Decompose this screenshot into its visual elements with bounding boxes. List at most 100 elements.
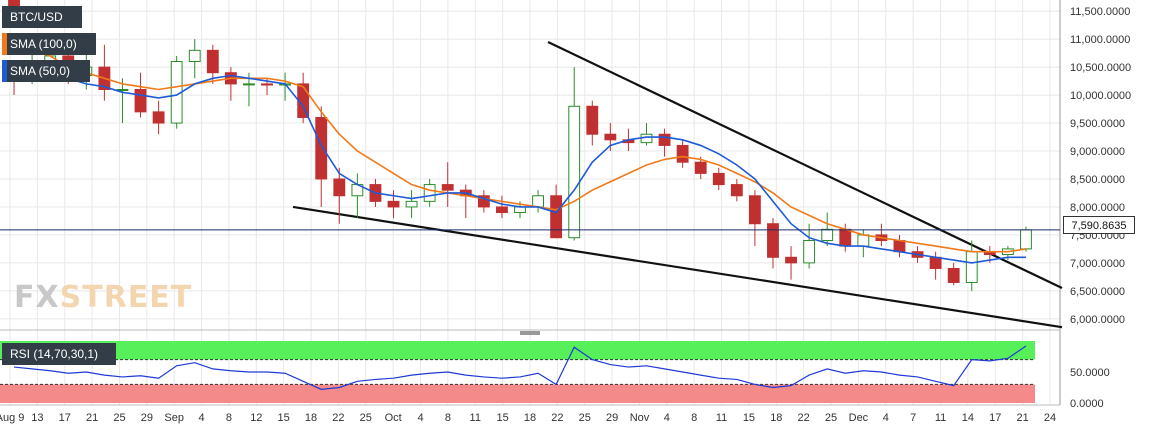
legend-sma50-label: SMA (50,0) bbox=[10, 64, 71, 78]
fxstreet-logo: FXSTREET bbox=[14, 280, 192, 315]
rsi-legend-label: RSI (14,70,30,1) bbox=[10, 347, 99, 361]
x-tick-label: 4 bbox=[199, 412, 205, 424]
candle-body bbox=[893, 240, 906, 253]
candle-body bbox=[839, 228, 852, 247]
price-tick-label: 9,000.0000 bbox=[1070, 146, 1125, 158]
x-tick-label: 11 bbox=[716, 412, 727, 424]
x-tick-label: 18 bbox=[524, 412, 536, 424]
sma50-line bbox=[13, 60, 1026, 264]
x-tick-label: 15 bbox=[743, 412, 755, 424]
last-price-label: 7,590.8635 bbox=[1063, 216, 1135, 234]
x-tick-label: 18 bbox=[770, 412, 782, 424]
x-tick-label: 21 bbox=[86, 412, 98, 424]
rsi-tick-label: 0.0000 bbox=[1070, 398, 1104, 410]
x-tick-label: 22 bbox=[332, 412, 344, 424]
candle-body bbox=[821, 228, 834, 242]
price-tick-label: 6,000.0000 bbox=[1070, 314, 1125, 326]
rsi-tick-label: 50.0000 bbox=[1070, 367, 1110, 379]
candle-body bbox=[152, 111, 165, 124]
x-tick-label: 17 bbox=[989, 412, 1001, 424]
candle-body bbox=[694, 161, 707, 174]
x-tick-label: Nov bbox=[630, 412, 650, 424]
x-tick-label: 8 bbox=[445, 412, 451, 424]
price-tick-label: 7,000.0000 bbox=[1070, 258, 1125, 270]
price-tick-label: 11,000.0000 bbox=[1070, 34, 1130, 46]
logo-fx: FX bbox=[14, 280, 60, 315]
x-tick-label: 29 bbox=[606, 412, 618, 424]
candle-body bbox=[423, 184, 436, 202]
candle-body bbox=[947, 267, 960, 283]
candle-body bbox=[532, 195, 544, 208]
candle-body bbox=[243, 83, 255, 86]
candle-body bbox=[712, 172, 725, 186]
x-tick-label: 22 bbox=[798, 412, 810, 424]
candle-body bbox=[640, 133, 653, 144]
rsi-oversold-band bbox=[0, 384, 1035, 403]
rsi-overbought-band bbox=[0, 341, 1035, 360]
logo-street: STREET bbox=[59, 280, 193, 315]
price-tick-label: 8,500.0000 bbox=[1070, 174, 1125, 186]
price-tick-label: 11,500.0000 bbox=[1070, 6, 1130, 18]
candle-body bbox=[134, 88, 147, 113]
candle-body bbox=[730, 184, 743, 197]
x-tick-label: Oct bbox=[385, 412, 402, 424]
trendline-upper bbox=[547, 40, 1063, 290]
candle-body bbox=[188, 49, 201, 63]
x-tick-label: 25 bbox=[579, 412, 591, 424]
candle-body bbox=[261, 83, 273, 86]
x-tick-label: 22 bbox=[551, 412, 563, 424]
rsi-panel: 50.0000 0.0000 bbox=[0, 341, 1110, 410]
rsi-legend[interactable]: RSI (14,70,30,1) bbox=[2, 343, 116, 365]
candle-body bbox=[477, 195, 490, 208]
x-tick-label: 7 bbox=[910, 412, 916, 424]
x-tick-label: 4 bbox=[883, 412, 889, 424]
candle-body bbox=[514, 206, 526, 214]
x-tick-label: Sep bbox=[164, 412, 184, 424]
x-tick-label: 25 bbox=[825, 412, 837, 424]
x-tick-label: 4 bbox=[664, 412, 670, 424]
candle-body bbox=[496, 206, 508, 214]
legend-sma100[interactable]: SMA (100,0) bbox=[2, 33, 96, 55]
candle-body bbox=[676, 144, 689, 163]
time-axis: Aug 9 13 17 21 25 29 Sep 4 8 12 15 18 22 25 Oct 4 8 11 15 1… bbox=[0, 404, 1060, 424]
x-tick-label: 21 bbox=[1017, 412, 1029, 424]
x-tick-label: 29 bbox=[141, 412, 153, 424]
price-tick-label: 10,500.0000 bbox=[1070, 62, 1131, 74]
candle-body bbox=[586, 105, 599, 135]
x-tick-label: 12 bbox=[250, 412, 262, 424]
candle-body bbox=[785, 256, 797, 264]
x-tick-label: Aug 9 bbox=[0, 412, 24, 424]
trendlines bbox=[292, 40, 1063, 329]
price-tick-label: 10,000.0000 bbox=[1070, 90, 1131, 102]
sma-lines bbox=[0, 43, 1060, 264]
candle-body bbox=[965, 251, 978, 283]
x-tick-label: 25 bbox=[113, 412, 125, 424]
candle-body bbox=[333, 178, 346, 197]
x-tick-label: 8 bbox=[226, 412, 232, 424]
grid bbox=[0, 0, 1061, 405]
candle-body bbox=[550, 195, 563, 239]
sma50-swatch bbox=[2, 60, 7, 82]
x-tick-label: 18 bbox=[305, 412, 317, 424]
candle-body bbox=[387, 200, 400, 208]
candle-body bbox=[441, 184, 454, 191]
candle-body bbox=[604, 133, 617, 141]
panel-resize-handle bbox=[520, 331, 540, 335]
x-tick-label: 25 bbox=[360, 412, 372, 424]
x-tick-label: Dec bbox=[849, 412, 869, 424]
legend-sma50[interactable]: SMA (50,0) bbox=[2, 60, 90, 82]
sma100-line bbox=[13, 43, 1027, 253]
candle-body bbox=[568, 105, 581, 239]
candle-body bbox=[206, 49, 219, 74]
x-tick-label: 15 bbox=[278, 412, 290, 424]
sma100-swatch bbox=[2, 33, 7, 55]
x-tick-label: 11 bbox=[935, 412, 946, 424]
x-tick-label: 4 bbox=[417, 412, 423, 424]
candle-body bbox=[315, 116, 328, 180]
candle-body bbox=[1020, 229, 1032, 250]
candle-body bbox=[748, 195, 761, 225]
legend-pair[interactable]: BTC/USD bbox=[2, 6, 82, 28]
x-tick-label: 14 bbox=[962, 412, 974, 424]
candle-body bbox=[405, 200, 418, 208]
